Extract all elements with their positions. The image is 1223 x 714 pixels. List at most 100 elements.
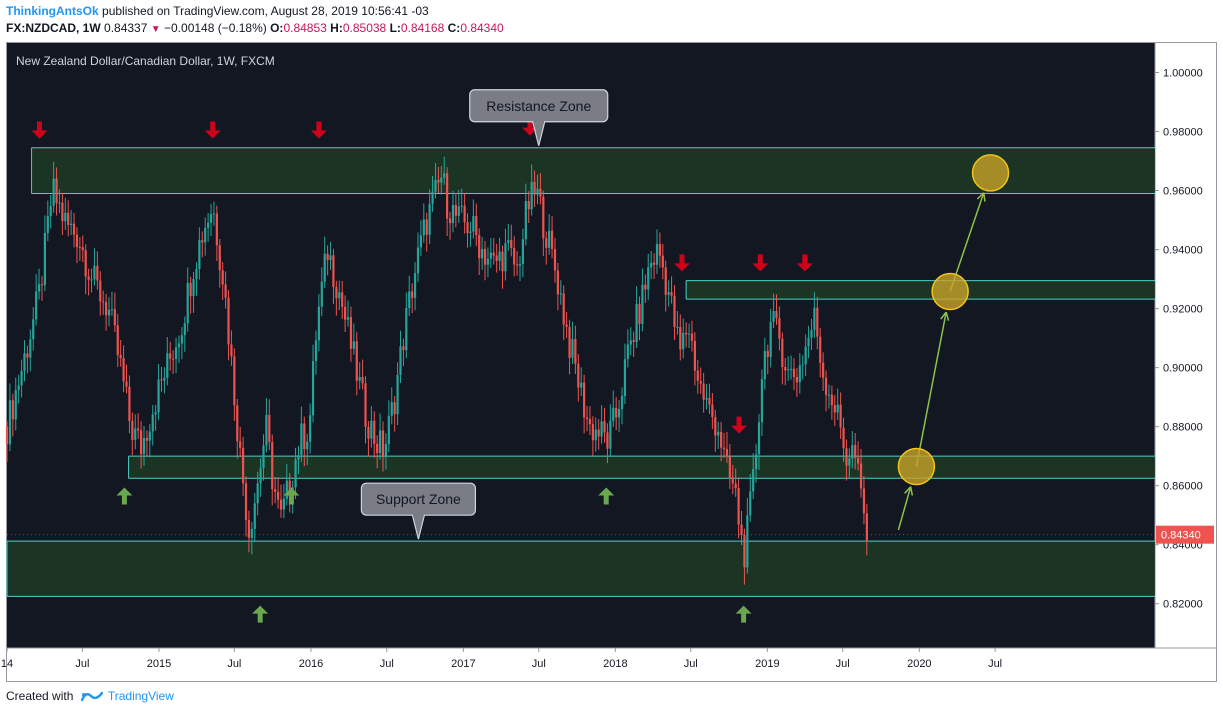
candle-body	[591, 424, 594, 441]
candle-body	[819, 336, 822, 363]
candle-body	[792, 368, 796, 378]
candle-body	[626, 344, 629, 360]
candle-body	[685, 332, 688, 335]
candle-body	[341, 292, 344, 307]
candle-body	[160, 379, 163, 381]
candle-body	[17, 385, 20, 391]
candle-body	[542, 196, 545, 239]
candle-body	[824, 377, 828, 395]
candle-body	[638, 303, 641, 324]
candle-body	[749, 491, 752, 516]
candle-body	[510, 240, 513, 249]
candle-body	[443, 173, 446, 178]
candle-body	[690, 333, 694, 341]
candle-body	[813, 307, 816, 331]
candle-body	[90, 279, 93, 281]
candle-body	[775, 311, 778, 319]
candle-body	[457, 206, 460, 216]
candle-body	[830, 394, 833, 406]
author-link[interactable]: ThinkingAntsOk	[6, 4, 99, 18]
candle-body	[801, 364, 804, 366]
candle-body	[43, 233, 46, 286]
candle-body	[635, 303, 638, 342]
target-circle	[931, 272, 969, 311]
y-tick-label: 0.82000	[1163, 599, 1203, 611]
candle-body	[717, 431, 720, 436]
candle-body	[381, 430, 385, 458]
candle-body	[440, 177, 443, 183]
candle-body	[859, 463, 863, 489]
candle-body	[609, 420, 612, 449]
candle-body	[661, 255, 664, 268]
candle-body	[795, 377, 799, 383]
candle-body	[521, 239, 525, 265]
candle-body	[326, 253, 329, 260]
x-tick-label: 14	[1, 658, 13, 670]
candle-body	[524, 201, 527, 240]
candle-body	[422, 219, 425, 236]
candle-body	[309, 415, 312, 442]
candle-body	[378, 430, 382, 454]
candle-body	[463, 205, 466, 223]
low-value: 0.84168	[400, 21, 445, 35]
candle-body	[236, 405, 239, 442]
candle-body	[428, 203, 431, 235]
x-tick-label: 2017	[451, 658, 475, 670]
candle-body	[466, 222, 469, 234]
open-label: O:	[270, 21, 284, 35]
candle-body	[408, 291, 411, 308]
candle-body	[195, 268, 198, 279]
candle-body	[763, 350, 766, 380]
support-up-arrow-icon	[598, 487, 615, 505]
resistance-down-arrow-icon	[752, 254, 769, 272]
candle-body	[699, 380, 702, 384]
candle-body	[606, 432, 609, 449]
candle-body	[475, 216, 478, 236]
candle-body	[766, 350, 769, 357]
candle-body	[687, 333, 691, 335]
candle-body	[151, 414, 154, 432]
candle-body	[574, 339, 577, 364]
candle-body	[533, 181, 536, 195]
candle-body	[288, 480, 291, 497]
candle-body	[189, 282, 192, 297]
candle-body	[478, 235, 481, 259]
candle-body	[35, 291, 38, 320]
candle-body	[652, 262, 656, 265]
candle-body	[172, 358, 175, 360]
candle-body	[323, 253, 326, 282]
candle-body	[446, 173, 449, 219]
candle-body	[271, 442, 274, 490]
candle-body	[174, 347, 178, 359]
candle-body	[122, 358, 125, 382]
candle-body	[311, 361, 315, 416]
candle-body	[737, 488, 740, 525]
candle-body	[250, 528, 253, 538]
candle-body	[32, 319, 35, 340]
candle-body	[702, 383, 705, 400]
candle-body	[5, 426, 9, 445]
candle-body	[787, 369, 790, 371]
chart-frame	[6, 42, 1217, 682]
candle-body	[139, 430, 143, 455]
target-circle	[897, 447, 936, 486]
candle-body	[46, 216, 49, 234]
candle-body	[218, 245, 221, 271]
candle-body	[454, 204, 457, 216]
candle-body	[125, 381, 128, 387]
x-tick-label: 2019	[755, 658, 779, 670]
candle-body	[116, 325, 119, 355]
candle-body	[515, 264, 519, 266]
tradingview-link[interactable]: TradingView	[107, 689, 174, 703]
candle-body	[358, 377, 361, 381]
candle-body	[740, 524, 743, 536]
candle-body	[571, 339, 574, 358]
candle-body	[612, 407, 615, 421]
candle-body	[644, 284, 647, 290]
candle-body	[87, 276, 90, 280]
candle-body	[545, 238, 548, 248]
zone-box	[7, 541, 1155, 597]
x-tick-label: Jul	[684, 658, 698, 670]
candle-body	[781, 338, 784, 367]
